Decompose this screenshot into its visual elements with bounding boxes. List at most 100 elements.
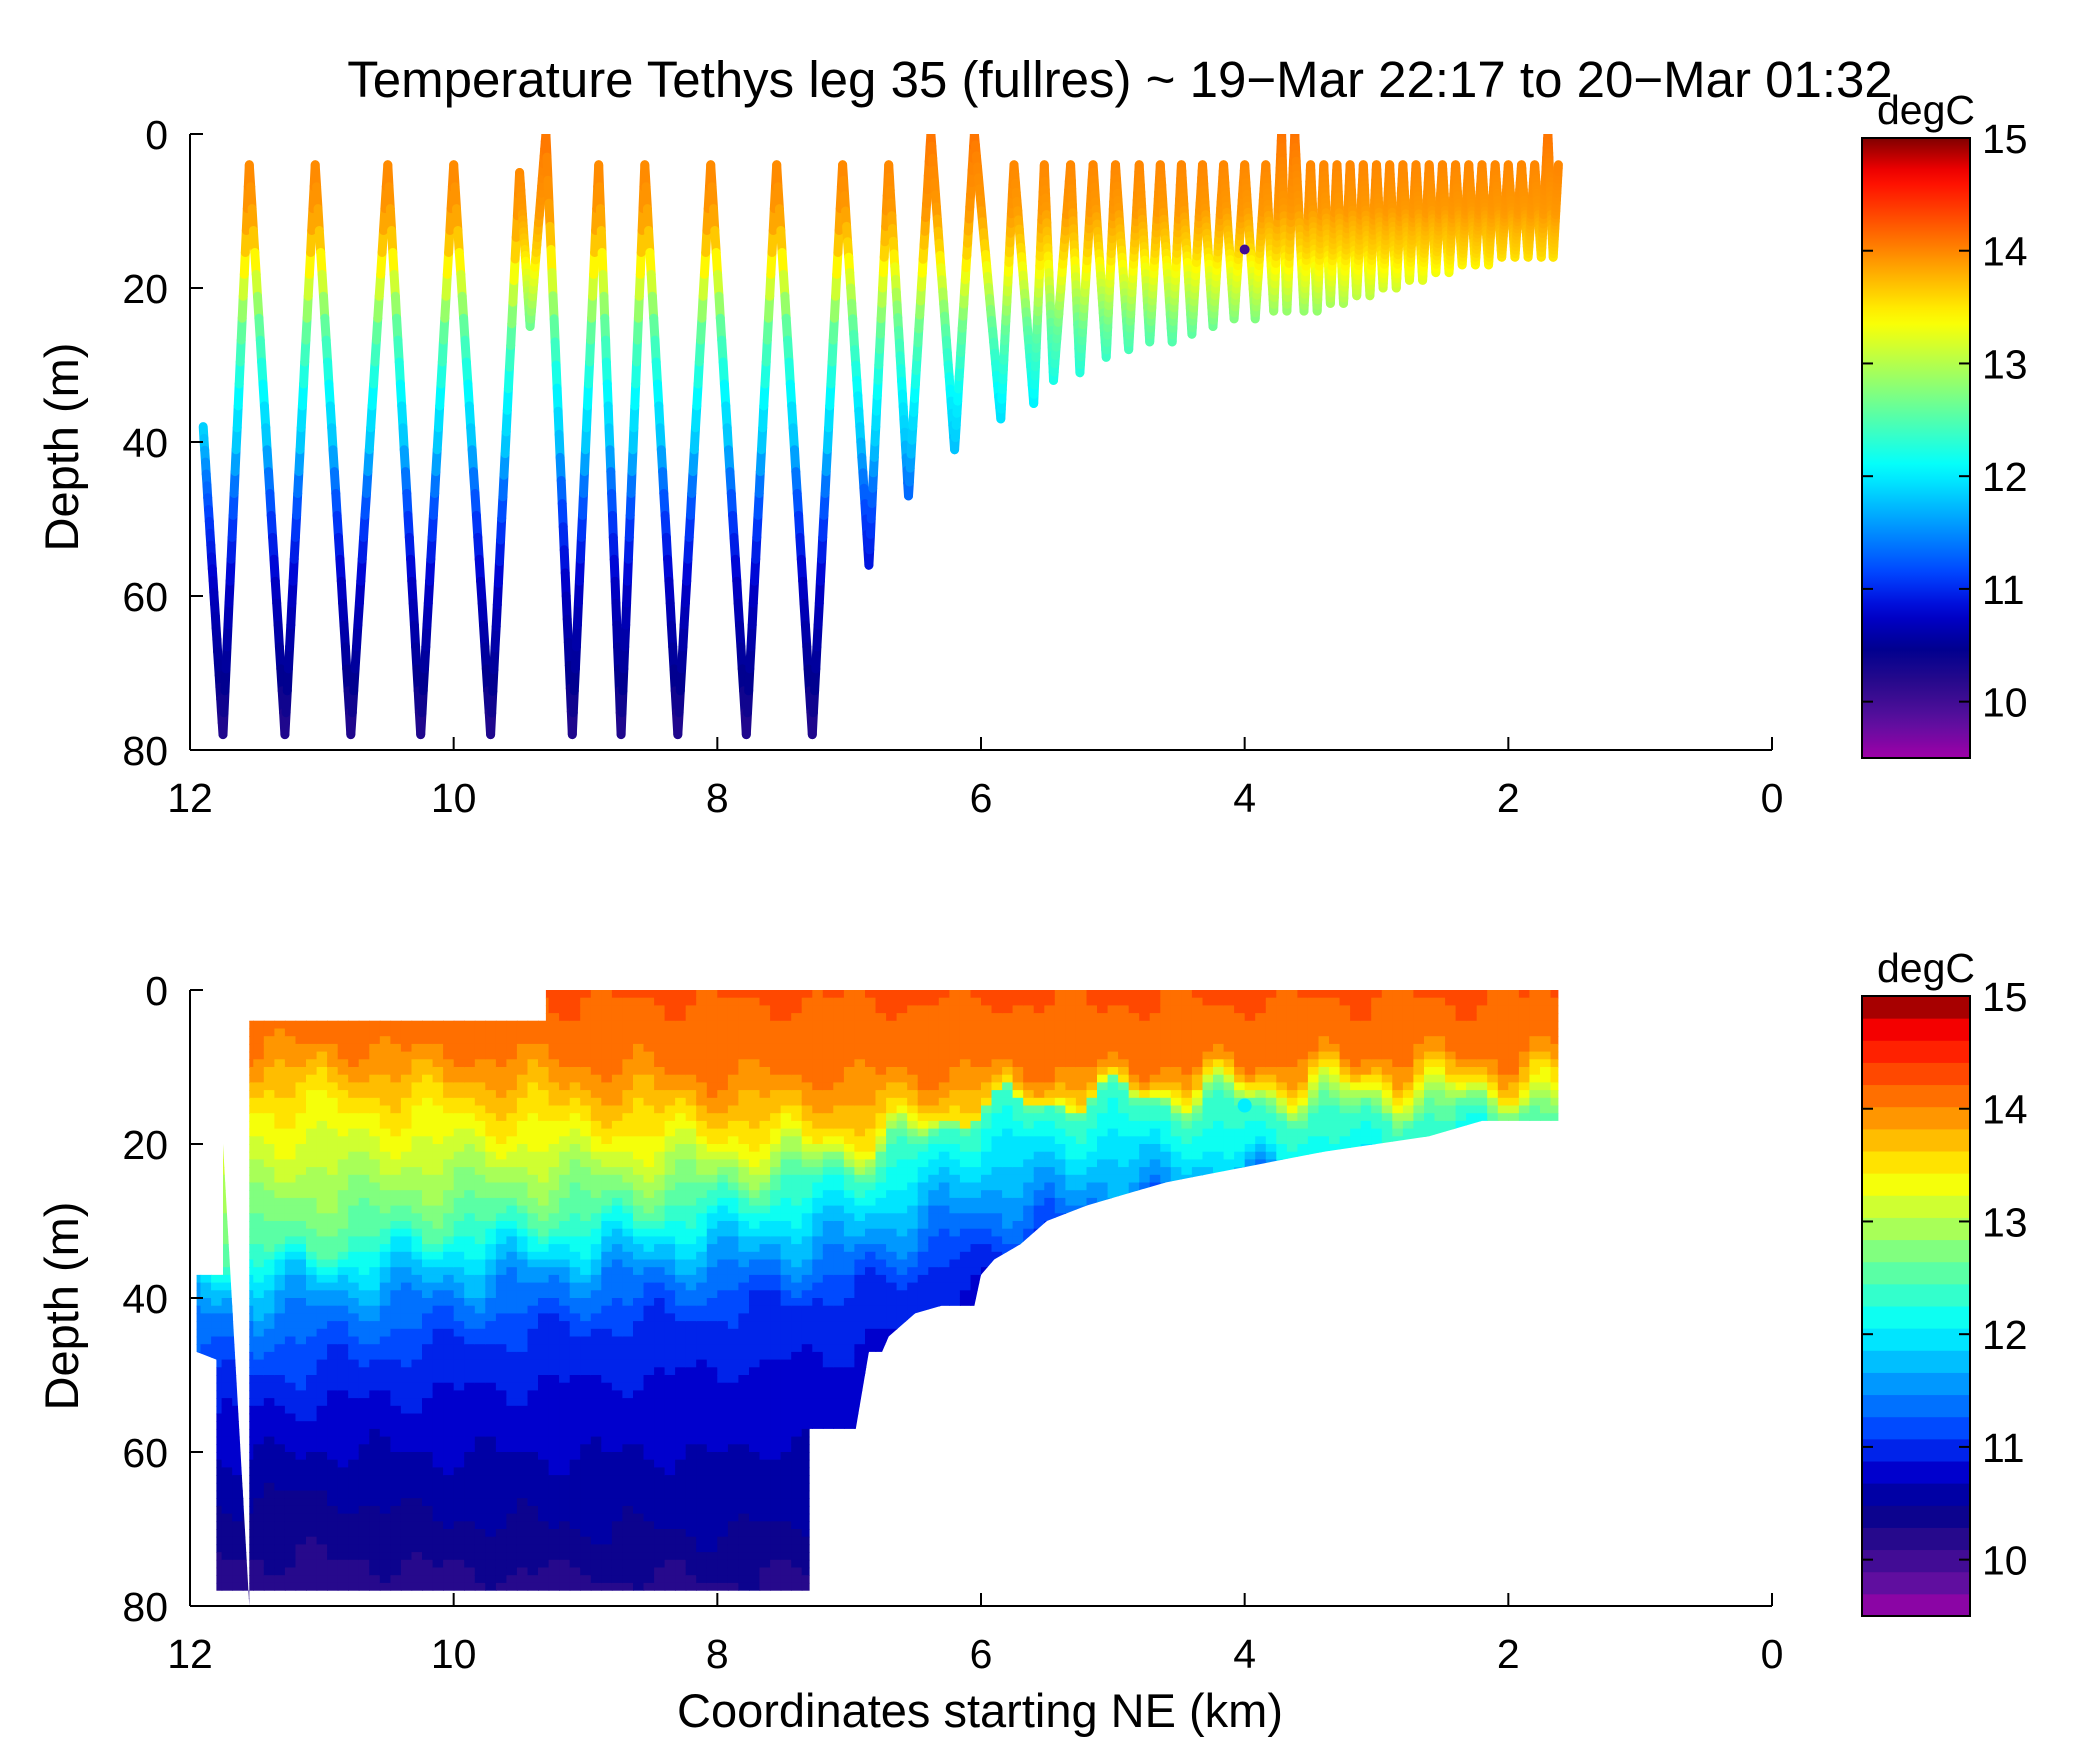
- section-cell: [443, 1282, 455, 1292]
- section-cell: [358, 1436, 370, 1446]
- section-cell: [200, 1313, 212, 1322]
- section-cell: [443, 1313, 455, 1322]
- section-cell: [411, 1559, 423, 1569]
- section-cell: [400, 1421, 413, 1430]
- section-cell: [453, 1197, 465, 1207]
- section-cell: [432, 1221, 444, 1230]
- section-cell: [232, 1467, 244, 1476]
- section-cell: [432, 1452, 444, 1461]
- section-cell: [422, 1128, 434, 1138]
- section-cell: [232, 1559, 244, 1569]
- section-cell: [369, 1521, 381, 1530]
- section-cell: [306, 1490, 318, 1499]
- section-cell: [274, 1513, 286, 1523]
- section-cell: [379, 1467, 392, 1476]
- section-cell: [495, 1575, 508, 1584]
- section-cell: [284, 1128, 297, 1138]
- section-cell: [411, 1074, 423, 1084]
- section-cell: [506, 1482, 518, 1492]
- section-cell: [495, 1097, 508, 1107]
- section-cell: [337, 1475, 349, 1484]
- section-cell: [348, 1043, 360, 1053]
- section-cell: [327, 1321, 339, 1330]
- section-cell: [274, 1259, 286, 1268]
- section-cell: [474, 1428, 487, 1438]
- section-cell: [506, 1413, 518, 1422]
- section-cell: [196, 1305, 202, 1315]
- section-cell: [390, 1174, 402, 1184]
- section-cell: [221, 1428, 233, 1438]
- section-cell: [400, 1259, 413, 1268]
- section-cell: [327, 1390, 339, 1399]
- section-cell: [348, 1521, 360, 1530]
- section-cell: [306, 1498, 318, 1507]
- section-cell: [295, 1274, 307, 1284]
- section-cell: [253, 1421, 265, 1430]
- section-cell: [422, 1174, 434, 1184]
- section-cell: [422, 1113, 434, 1122]
- section-cell: [295, 1328, 307, 1338]
- section-cell: [464, 1274, 476, 1284]
- section-cell: [443, 1105, 455, 1114]
- section-cell: [495, 1244, 508, 1253]
- section-cell: [306, 1190, 318, 1199]
- section-cell: [196, 1290, 202, 1299]
- section-cell: [464, 1521, 476, 1530]
- section-cell: [221, 1221, 233, 1230]
- section-cell: [284, 1182, 297, 1191]
- section-cell: [474, 1167, 487, 1176]
- section-cell: [253, 1020, 265, 1030]
- section-cell: [390, 1552, 402, 1561]
- section-cell: [284, 1213, 297, 1222]
- section-cell: [316, 1236, 328, 1245]
- section-cell: [495, 1120, 508, 1130]
- section-cell: [400, 1213, 413, 1222]
- section-cell: [506, 1398, 518, 1407]
- section-cell: [506, 1067, 518, 1076]
- section-cell: [263, 1221, 276, 1230]
- section-cell: [295, 1367, 307, 1376]
- section-cell: [379, 1067, 392, 1076]
- section-cell: [316, 1167, 328, 1176]
- section-cell: [379, 1567, 392, 1576]
- section-cell: [400, 1359, 413, 1369]
- section-cell: [495, 1336, 508, 1345]
- section-cell: [379, 1167, 392, 1176]
- section-cell: [295, 1090, 307, 1099]
- section-cell: [358, 1421, 370, 1430]
- section-cell: [506, 1074, 518, 1084]
- section-cell: [443, 1428, 455, 1438]
- section-cell: [284, 1082, 297, 1091]
- section-cell: [337, 1051, 349, 1061]
- section-cell: [253, 1575, 265, 1584]
- section-cell: [327, 1490, 339, 1499]
- section-cell: [284, 1228, 297, 1238]
- section-cell: [369, 1082, 381, 1091]
- section-cell: [316, 1097, 328, 1107]
- section-cell: [274, 1136, 286, 1145]
- section-cell: [422, 1213, 434, 1222]
- section-cell: [221, 1244, 233, 1253]
- section-cell: [432, 1405, 444, 1415]
- section-cell: [274, 1544, 286, 1553]
- section-cell: [506, 1182, 518, 1191]
- top-x-tick-label: 4: [1233, 775, 1256, 821]
- section-cell: [232, 1490, 244, 1499]
- section-cell: [348, 1221, 360, 1230]
- section-cell: [263, 1505, 276, 1515]
- section-cell: [211, 1498, 223, 1507]
- section-cell: [348, 1428, 360, 1438]
- section-cell: [327, 1290, 339, 1299]
- section-cell: [411, 1259, 423, 1268]
- section-cell: [432, 1136, 444, 1145]
- section-cell: [400, 1274, 413, 1284]
- section-cell: [422, 1498, 434, 1507]
- section-cell: [400, 1498, 413, 1507]
- section-cell: [474, 1321, 487, 1330]
- section-cell: [506, 1151, 518, 1161]
- section-cell: [263, 1382, 276, 1392]
- section-cell: [400, 1036, 413, 1045]
- section-cell: [464, 1459, 476, 1469]
- section-cell: [474, 1067, 487, 1076]
- section-cell: [200, 1282, 212, 1292]
